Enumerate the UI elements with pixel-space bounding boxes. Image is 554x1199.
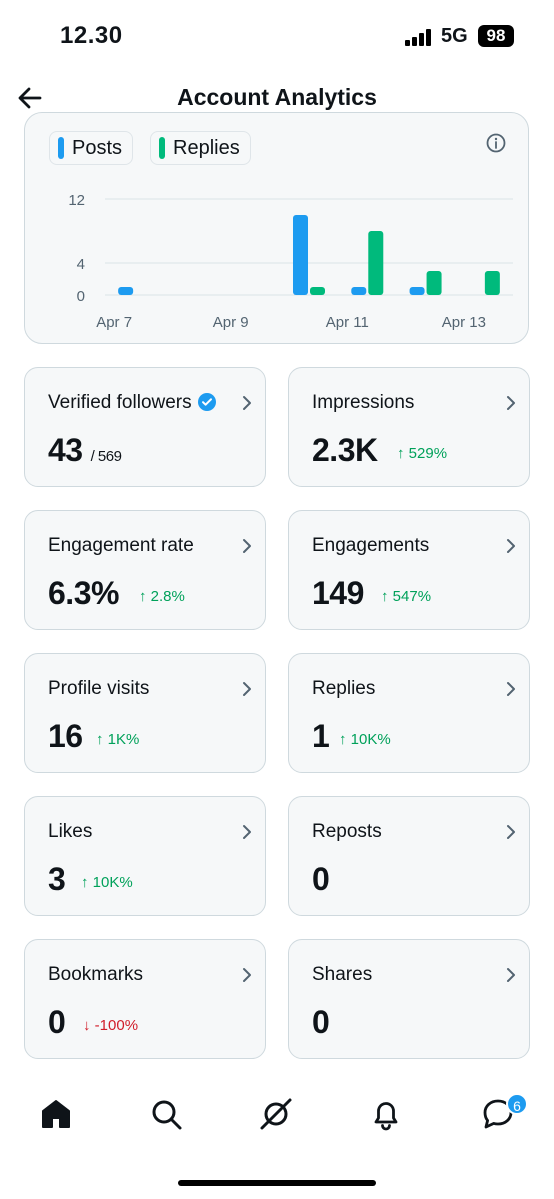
info-icon bbox=[486, 133, 506, 153]
bar-replies bbox=[426, 271, 442, 295]
legend-posts[interactable]: Posts bbox=[49, 131, 134, 165]
bar-posts bbox=[118, 287, 134, 295]
replies-swatch bbox=[159, 137, 165, 159]
metric-value: 149 bbox=[312, 575, 364, 611]
metric-label: Bookmarks bbox=[48, 964, 144, 985]
metric-card-verified-followers[interactable]: Verified followers 43 / 569 bbox=[24, 367, 266, 487]
metric-label: Profile visits bbox=[48, 678, 150, 699]
chevron-right-icon bbox=[507, 539, 515, 553]
verified-badge-icon bbox=[197, 393, 216, 411]
nav-search[interactable] bbox=[148, 1096, 184, 1132]
x-tick-label: Apr 13 bbox=[442, 314, 486, 331]
battery-icon: 98 bbox=[478, 25, 514, 47]
signal-icon bbox=[405, 29, 435, 46]
chevron-right-icon bbox=[243, 968, 251, 982]
metric-value-text: 43 bbox=[48, 432, 83, 468]
chevron-right-icon bbox=[243, 539, 251, 553]
y-tick-label: 12 bbox=[68, 192, 85, 209]
metric-value: 2.3K bbox=[312, 432, 378, 468]
metric-value: 3 bbox=[48, 861, 66, 897]
metric-change: ↑ 529% bbox=[397, 445, 448, 462]
metric-label: Impressions bbox=[312, 392, 415, 413]
info-button[interactable] bbox=[486, 133, 506, 153]
status-time: 12.30 bbox=[60, 22, 123, 49]
bar-posts bbox=[293, 215, 308, 295]
legend-replies[interactable]: Replies bbox=[150, 131, 251, 165]
bar-replies bbox=[368, 231, 384, 295]
y-tick-label: 4 bbox=[77, 256, 85, 273]
metric-label: Engagement rate bbox=[48, 535, 194, 556]
bar-posts bbox=[409, 287, 425, 295]
chevron-right-icon bbox=[507, 682, 515, 696]
metric-label: Engagements bbox=[312, 535, 430, 556]
back-button[interactable] bbox=[14, 82, 46, 114]
chevron-right-icon bbox=[507, 968, 515, 982]
bar-replies bbox=[484, 271, 500, 295]
metric-card-reposts[interactable]: Reposts 0 bbox=[288, 796, 530, 916]
metric-card-likes[interactable]: Likes 3 ↑ 10K% bbox=[24, 796, 266, 916]
metric-label: Likes bbox=[48, 821, 93, 842]
activity-chart-card: Posts Replies 12 4 0 Apr 7 Apr 9 Apr 11 Apr 13 bbox=[24, 112, 529, 344]
chevron-right-icon bbox=[243, 825, 251, 839]
metric-change: ↓ -100% bbox=[83, 1017, 139, 1034]
metric-card-impressions[interactable]: Impressions 2.3K ↑ 529% bbox=[288, 367, 530, 487]
metric-change: ↑ 10K% bbox=[339, 731, 391, 748]
metric-value: 6.3% bbox=[48, 575, 119, 611]
grok-icon bbox=[260, 1098, 292, 1130]
metric-card-replies[interactable]: Replies 1 ↑ 10K% bbox=[288, 653, 530, 773]
bottom-nav bbox=[0, 1080, 554, 1150]
metric-card-bookmarks[interactable]: Bookmarks 0 ↓ -100% bbox=[24, 939, 266, 1059]
legend-replies-label: Replies bbox=[173, 136, 240, 159]
nav-notifications[interactable] bbox=[368, 1096, 404, 1132]
header: Account Analytics bbox=[0, 70, 554, 128]
bar-posts bbox=[351, 287, 367, 295]
metric-label-text: Verified followers bbox=[48, 392, 192, 413]
metric-value: 0 bbox=[312, 861, 330, 897]
y-tick-label: 0 bbox=[77, 288, 85, 305]
status-bar: 12.30 5G 98 bbox=[0, 0, 554, 70]
x-tick-label: Apr 7 bbox=[96, 314, 132, 331]
metric-change: ↑ 547% bbox=[381, 588, 432, 605]
chevron-right-icon bbox=[507, 825, 515, 839]
metric-label: Reposts bbox=[312, 821, 382, 842]
metric-card-profile-visits[interactable]: Profile visits 16 ↑ 1K% bbox=[24, 653, 266, 773]
back-arrow-icon bbox=[18, 87, 42, 109]
bar-chart: 12 4 0 Apr 7 Apr 9 Apr 11 Apr 13 bbox=[68, 192, 513, 331]
metric-label: Verified followers bbox=[48, 392, 216, 414]
nav-home[interactable] bbox=[38, 1096, 74, 1132]
nav-grok[interactable] bbox=[258, 1096, 294, 1132]
metric-value: 16 bbox=[48, 718, 83, 754]
search-icon bbox=[152, 1100, 182, 1130]
x-tick-label: Apr 11 bbox=[326, 314, 369, 331]
metric-label: Shares bbox=[312, 964, 373, 985]
metric-card-engagements[interactable]: Engagements 149 ↑ 547% bbox=[288, 510, 530, 630]
chevron-right-icon bbox=[507, 396, 515, 410]
legend-posts-label: Posts bbox=[72, 136, 123, 159]
metric-card-engagement-rate[interactable]: Engagement rate 6.3% ↑ 2.8% bbox=[24, 510, 266, 630]
metric-card-shares[interactable]: Shares 0 bbox=[288, 939, 530, 1059]
home-icon bbox=[42, 1100, 70, 1128]
page-title: Account Analytics bbox=[177, 84, 377, 110]
posts-swatch bbox=[58, 137, 64, 159]
x-tick-label: Apr 9 bbox=[213, 314, 249, 331]
home-indicator bbox=[178, 1180, 376, 1186]
metric-label: Replies bbox=[312, 678, 376, 699]
metric-change: ↑ 10K% bbox=[81, 874, 133, 891]
network-label: 5G bbox=[441, 25, 468, 47]
metric-value: 1 bbox=[312, 718, 330, 754]
metric-change: ↑ 2.8% bbox=[139, 588, 185, 605]
metric-value: 43 / 569 bbox=[48, 432, 122, 469]
bar-replies bbox=[310, 287, 325, 295]
chevron-right-icon bbox=[243, 682, 251, 696]
chevron-right-icon bbox=[243, 396, 251, 410]
messages-badge: 6 bbox=[506, 1093, 528, 1115]
metric-value: 0 bbox=[48, 1004, 66, 1040]
metric-total: / 569 bbox=[90, 448, 122, 465]
metric-value: 0 bbox=[312, 1004, 330, 1040]
notifications-icon bbox=[374, 1102, 398, 1131]
metric-change: ↑ 1K% bbox=[96, 731, 140, 748]
